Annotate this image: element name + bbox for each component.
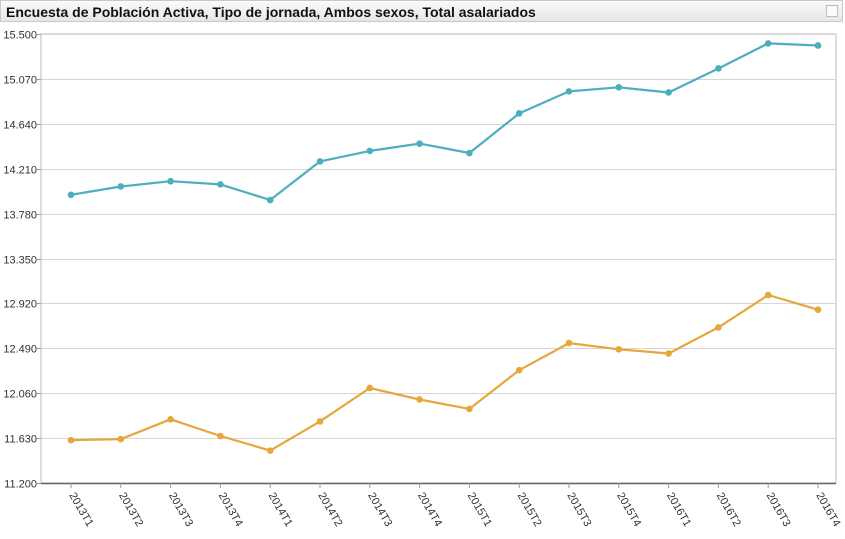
data-point[interactable] <box>366 384 374 392</box>
y-tick-label: 11.630 <box>4 434 37 446</box>
data-point[interactable] <box>266 447 274 454</box>
x-tick-label: 2016T1 <box>664 491 693 529</box>
x-tick-label: 2016T4 <box>813 491 842 529</box>
x-tick-label: 2016T3 <box>764 491 793 529</box>
x-tick-label: 2015T1 <box>465 491 494 529</box>
window-control-icon[interactable] <box>826 5 838 17</box>
x-tick-label: 2014T4 <box>415 491 444 529</box>
y-tick-label: 13.780 <box>3 210 37 222</box>
chart-area: 11.200 11.630 12.060 12.490 12.920 13.350 13.7… <box>0 22 845 539</box>
y-tick-label: 15.070 <box>3 75 37 87</box>
data-point[interactable] <box>316 418 324 425</box>
plot-frame <box>40 33 837 484</box>
data-point[interactable] <box>715 324 722 331</box>
data-point[interactable] <box>764 291 772 299</box>
data-point[interactable] <box>117 435 125 443</box>
data-point[interactable] <box>466 405 473 413</box>
x-tick-label: 2014T1 <box>266 491 295 529</box>
data-point[interactable] <box>316 158 324 165</box>
data-point[interactable] <box>615 83 623 91</box>
series-line-1 <box>70 42 819 202</box>
x-tick-label: 2014T3 <box>365 491 394 529</box>
y-tick-label: 12.060 <box>3 389 37 401</box>
data-point[interactable] <box>665 350 672 357</box>
data-point[interactable] <box>565 339 573 347</box>
data-point[interactable] <box>416 396 423 403</box>
x-tick-label: 2013T1 <box>66 491 95 529</box>
data-point[interactable] <box>217 432 224 440</box>
y-tick-label: 13.350 <box>3 255 37 267</box>
data-point[interactable] <box>217 181 224 188</box>
y-tick-label: 14.640 <box>3 120 37 132</box>
x-tick-label: 2016T2 <box>714 491 743 529</box>
data-point[interactable] <box>665 89 672 96</box>
data-point[interactable] <box>764 40 772 47</box>
x-tick-label: 2013T3 <box>166 491 195 529</box>
data-point[interactable] <box>814 306 822 313</box>
data-point[interactable] <box>515 110 523 117</box>
data-point[interactable] <box>715 65 722 72</box>
y-tick-label: 12.490 <box>3 344 37 356</box>
y-tick-label: 15.500 <box>3 30 37 42</box>
data-point[interactable] <box>117 183 125 190</box>
data-point[interactable] <box>466 149 473 157</box>
data-point[interactable] <box>565 88 573 95</box>
chart-title: Encuesta de Población Activa, Tipo de jo… <box>6 4 536 20</box>
data-point[interactable] <box>167 416 174 423</box>
x-tick-label: 2013T4 <box>216 491 245 529</box>
data-point[interactable] <box>67 436 75 444</box>
x-tick-label: 2015T2 <box>515 491 544 529</box>
data-point[interactable] <box>266 196 274 204</box>
x-tick-label: 2013T2 <box>116 491 145 529</box>
data-point[interactable] <box>67 191 75 199</box>
x-tick-label: 2015T4 <box>614 491 643 529</box>
y-tick-label: 11.200 <box>4 479 37 491</box>
data-point[interactable] <box>416 140 423 147</box>
series-line-2 <box>70 293 819 452</box>
data-point[interactable] <box>167 177 174 185</box>
x-tick-label: 2015T3 <box>564 491 593 529</box>
x-tick-label: 2014T2 <box>315 491 344 529</box>
chart-title-bar: Encuesta de Población Activa, Tipo de jo… <box>0 0 843 22</box>
data-point[interactable] <box>615 346 623 353</box>
data-point[interactable] <box>366 147 374 155</box>
data-point[interactable] <box>814 42 822 49</box>
data-point[interactable] <box>515 366 523 374</box>
line-chart: 11.200 11.630 12.060 12.490 12.920 13.350 13.7… <box>3 30 842 529</box>
y-tick-label: 14.210 <box>3 165 37 177</box>
y-tick-label: 12.920 <box>3 299 37 311</box>
